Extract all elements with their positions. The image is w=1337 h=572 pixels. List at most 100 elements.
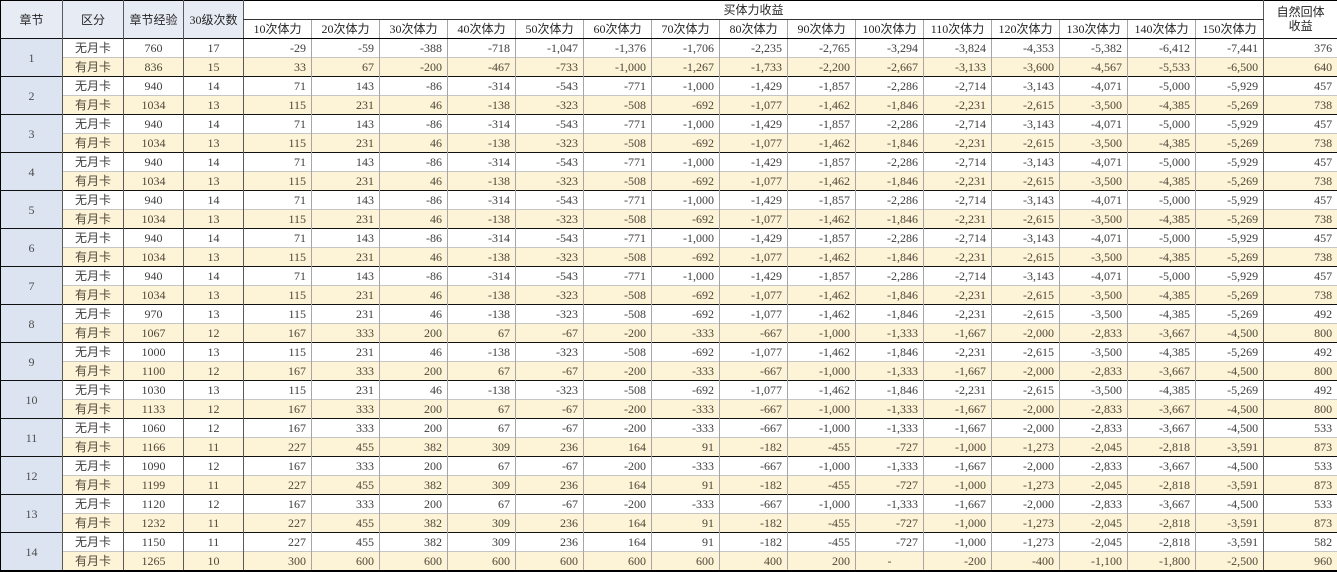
col-header-stamina-20: 20次体力 [312, 20, 380, 39]
lv30-times-cell: 13 [184, 343, 244, 362]
stamina-income-cell: -67 [516, 400, 584, 419]
stamina-income-cell: -3,143 [992, 191, 1060, 210]
stamina-income-cell: 231 [312, 286, 380, 305]
stamina-income-cell: -508 [584, 96, 652, 115]
stamina-income-cell: 67 [448, 457, 516, 476]
stamina-income-cell: -5,269 [1196, 248, 1264, 267]
stamina-income-cell: -1,000 [788, 419, 856, 438]
category-cell: 无月卡 [63, 533, 124, 552]
stamina-income-cell: 231 [312, 248, 380, 267]
stamina-income-cell: -1,333 [856, 400, 924, 419]
stamina-income-cell: -1,462 [788, 210, 856, 229]
stamina-income-cell: -1,000 [652, 191, 720, 210]
stamina-income-cell: -2,231 [924, 381, 992, 400]
stamina-income-cell: -7,441 [1196, 39, 1264, 58]
natural-income-cell: 738 [1264, 286, 1337, 305]
stamina-income-cell: -3,824 [924, 39, 992, 58]
stamina-income-cell: -1,000 [924, 533, 992, 552]
chapter-exp-cell: 1100 [124, 362, 184, 381]
col-header-stamina-150: 150次体力 [1196, 20, 1264, 39]
lv30-times-cell: 11 [184, 438, 244, 457]
stamina-income-cell: -86 [380, 267, 448, 286]
category-cell: 无月卡 [63, 229, 124, 248]
stamina-income-cell: -3,591 [1196, 514, 1264, 533]
lv30-times-cell: 13 [184, 210, 244, 229]
stamina-income-cell: -5,000 [1128, 191, 1196, 210]
stamina-income-cell: 600 [380, 552, 448, 572]
stamina-income-cell: -333 [652, 324, 720, 343]
chapter-exp-cell: 1090 [124, 457, 184, 476]
chapter-cell: 7 [1, 267, 63, 305]
stamina-income-cell: -455 [788, 476, 856, 495]
chapter-cell: 14 [1, 533, 63, 572]
category-cell: 有月卡 [63, 400, 124, 419]
lv30-times-cell: 13 [184, 381, 244, 400]
category-cell: 无月卡 [63, 77, 124, 96]
stamina-income-cell: 46 [380, 134, 448, 153]
natural-income-cell: 533 [1264, 419, 1337, 438]
lv30-times-cell: 11 [184, 514, 244, 533]
stamina-income-cell: -692 [652, 134, 720, 153]
category-cell: 无月卡 [63, 343, 124, 362]
stamina-income-cell: 167 [244, 495, 312, 514]
stamina-income-cell: -314 [448, 267, 516, 286]
stamina-income-cell: -200 [584, 419, 652, 438]
stamina-income-cell: -86 [380, 229, 448, 248]
stamina-income-cell: -1,000 [788, 400, 856, 419]
stamina-income-cell: -1,667 [924, 400, 992, 419]
stamina-income-cell: -333 [652, 362, 720, 381]
stamina-income-cell: -692 [652, 305, 720, 324]
stamina-income-cell: 143 [312, 153, 380, 172]
stamina-income-cell: -727 [856, 514, 924, 533]
stamina-income-cell: -4,385 [1128, 286, 1196, 305]
stamina-income-cell: -455 [788, 438, 856, 457]
stamina-income-cell: -5,929 [1196, 267, 1264, 286]
natural-income-cell: 800 [1264, 400, 1337, 419]
chapter-exp-cell: 1232 [124, 514, 184, 533]
chapter-exp-cell: 940 [124, 229, 184, 248]
stamina-income-cell: 236 [516, 438, 584, 457]
stamina-income-cell: -1,846 [856, 134, 924, 153]
lv30-times-cell: 13 [184, 172, 244, 191]
chapter-cell: 13 [1, 495, 63, 533]
stamina-income-cell: -1,273 [992, 533, 1060, 552]
chapter-exp-cell: 1166 [124, 438, 184, 457]
stamina-income-cell: 200 [380, 324, 448, 343]
stamina-income-cell: -333 [652, 495, 720, 514]
stamina-income-cell: -2,286 [856, 77, 924, 96]
chapter-exp-cell: 1000 [124, 343, 184, 362]
lv30-times-cell: 17 [184, 39, 244, 58]
stamina-income-cell: -692 [652, 286, 720, 305]
stamina-income-cell: -5,000 [1128, 229, 1196, 248]
stamina-income-cell: -5,269 [1196, 381, 1264, 400]
stamina-income-cell: -467 [448, 58, 516, 77]
category-cell: 有月卡 [63, 476, 124, 495]
stamina-income-cell: -3,500 [1060, 172, 1128, 191]
stamina-income-cell: 333 [312, 362, 380, 381]
stamina-income-cell: 455 [312, 438, 380, 457]
stamina-income-cell: -200 [584, 457, 652, 476]
stamina-income-cell: -1,077 [720, 286, 788, 305]
stamina-income-cell: 91 [652, 533, 720, 552]
stamina-income-cell: -323 [516, 248, 584, 267]
stamina-income-cell: -2,714 [924, 115, 992, 134]
stamina-income-cell: 167 [244, 362, 312, 381]
category-cell: 无月卡 [63, 115, 124, 134]
stamina-income-cell: -4,071 [1060, 229, 1128, 248]
stamina-income-cell: -2,714 [924, 191, 992, 210]
natural-income-cell: 457 [1264, 153, 1337, 172]
stamina-income-cell: -5,000 [1128, 115, 1196, 134]
stamina-income-cell: 46 [380, 286, 448, 305]
stamina-income-cell: -388 [380, 39, 448, 58]
category-cell: 有月卡 [63, 58, 124, 77]
natural-income-cell: 873 [1264, 476, 1337, 495]
stamina-income-cell: -182 [720, 514, 788, 533]
stamina-income-cell: -400 [992, 552, 1060, 572]
stamina-income-cell: 227 [244, 476, 312, 495]
